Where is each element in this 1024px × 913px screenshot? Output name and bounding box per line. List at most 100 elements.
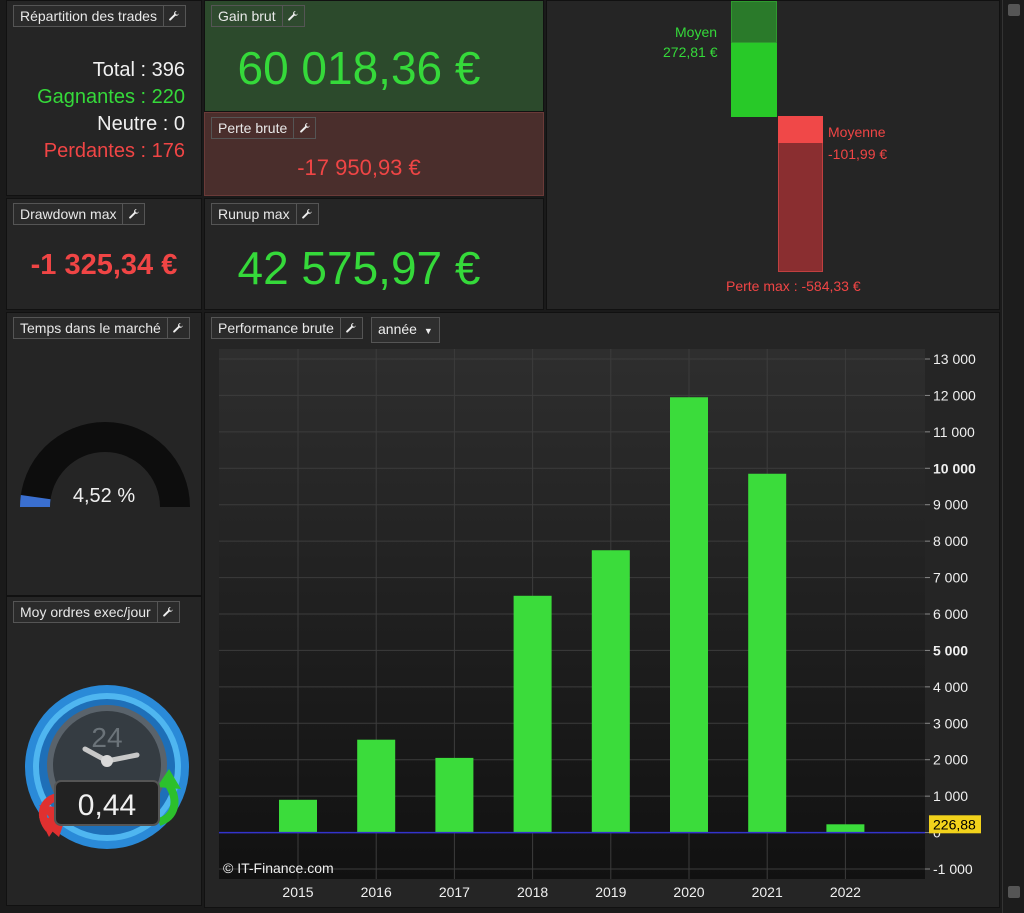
x-tick-label: 2016 <box>361 884 392 900</box>
moy-ordres-value: 0,44 <box>77 789 137 822</box>
scrollbar-thumb[interactable] <box>1008 4 1020 16</box>
temps-marche-title-bar: Temps dans le marché <box>13 317 190 339</box>
wrench-icon[interactable] <box>296 203 319 225</box>
temps-marche-value: 4,52 % <box>72 485 136 507</box>
y-tick-label: 5 000 <box>933 642 968 658</box>
avg-gain-bar-lower <box>731 43 777 117</box>
perte-max-label: Perte max : -584,33 € <box>726 278 861 294</box>
y-tick-label: 4 000 <box>933 679 968 695</box>
wrench-icon[interactable] <box>163 5 186 27</box>
runup-title-bar: Runup max <box>211 203 319 225</box>
x-tick-label: 2015 <box>282 884 313 900</box>
repartition-values: Total : 396 Gagnantes : 220 Neutre : 0 P… <box>37 57 185 165</box>
losing-count: Perdantes : 176 <box>43 140 185 162</box>
y-tick-label: 11 000 <box>933 424 975 440</box>
x-tick-label: 2020 <box>673 884 704 900</box>
y-tick-label: -1 000 <box>933 861 973 877</box>
drawdown-title: Drawdown max <box>13 203 124 225</box>
moyenne-label: Moyenne <box>828 124 886 140</box>
y-tick-label: 6 000 <box>933 606 968 622</box>
x-tick-label: 2021 <box>752 884 783 900</box>
y-tick-label: 8 000 <box>933 533 968 549</box>
wrench-icon[interactable] <box>123 203 146 225</box>
gain-brut-panel: Gain brut 60 018,36 € <box>204 0 544 112</box>
y-tick-label: 10 000 <box>933 460 976 476</box>
scrollbar-thumb-bottom[interactable] <box>1008 886 1020 898</box>
y-tick-label: 3 000 <box>933 715 968 731</box>
wrench-icon[interactable] <box>167 317 190 339</box>
market-time-gauge <box>20 422 190 507</box>
performance-panel: Performance brute année ▼ 2015 2016 2017 20… <box>204 312 1000 908</box>
bar-2016[interactable] <box>357 739 396 833</box>
y-tick-label: 2 000 <box>933 752 968 768</box>
wrench-icon[interactable] <box>294 117 317 139</box>
total-count: Total : 396 <box>92 59 185 81</box>
moyen-label: Moyen <box>675 24 718 40</box>
x-tick-label: 2018 <box>517 884 548 900</box>
last-value-marker: 226,88 <box>929 815 981 834</box>
bar-2019[interactable] <box>591 550 630 833</box>
moy-ordres-panel: Moy ordres exec/jour 24 0,44 <box>6 596 202 906</box>
vertical-scrollbar[interactable] <box>1002 0 1024 913</box>
gain-brut-title: Gain brut <box>211 5 283 27</box>
bar-2022[interactable] <box>826 824 865 833</box>
repartition-title-bar: Répartition des trades <box>13 5 186 27</box>
wrench-icon[interactable] <box>157 601 180 623</box>
temps-marche-panel: Temps dans le marché 4,52 % <box>6 312 202 596</box>
last-value-text: 226,88 <box>933 816 976 832</box>
last-value-badge <box>929 815 981 834</box>
avg-gain-bar <box>731 1 777 43</box>
x-axis-labels: 2015 2016 2017 2018 2019 2020 2021 2022 <box>282 884 861 900</box>
perte-brute-panel: Perte brute -17 950,93 € <box>204 112 544 196</box>
performance-title-bar: Performance brute <box>211 317 363 339</box>
x-tick-label: 2019 <box>595 884 626 900</box>
wrench-icon[interactable] <box>282 5 305 27</box>
clock-icon: 24 <box>25 685 189 849</box>
moy-ordres-title-bar: Moy ordres exec/jour <box>13 601 180 623</box>
repartition-title: Répartition des trades <box>13 5 164 27</box>
neutral-count: Neutre : 0 <box>97 113 185 135</box>
y-tick-label: 13 000 <box>933 351 976 367</box>
perte-brute-title-bar: Perte brute <box>211 117 317 139</box>
wrench-icon[interactable] <box>340 317 363 339</box>
bar-2015[interactable] <box>279 799 317 833</box>
perte-brute-title: Perte brute <box>211 117 295 139</box>
drawdown-panel: Drawdown max -1 325,34 € <box>6 198 202 310</box>
y-tick-label: 12 000 <box>933 387 976 403</box>
watermark: © IT-Finance.com <box>223 860 334 876</box>
runup-value: 42 575,97 € <box>237 242 481 294</box>
bar-2021[interactable] <box>748 473 787 833</box>
y-tick-label: 1 000 <box>933 788 968 804</box>
moy-ordres-title: Moy ordres exec/jour <box>13 601 158 623</box>
period-dropdown[interactable]: année ▼ <box>371 317 440 343</box>
winning-count: Gagnantes : 220 <box>37 86 185 108</box>
bar-2018[interactable] <box>513 595 552 833</box>
moyen-value: 272,81 € <box>663 44 718 60</box>
drawdown-title-bar: Drawdown max <box>13 203 146 225</box>
runup-title: Runup max <box>211 203 297 225</box>
gain-brut-title-bar: Gain brut <box>211 5 305 27</box>
runup-panel: Runup max 42 575,97 € <box>204 198 544 310</box>
performance-title: Performance brute <box>211 317 341 339</box>
avg-loss-bar-top <box>778 116 823 143</box>
x-tick-label: 2022 <box>830 884 861 900</box>
temps-marche-title: Temps dans le marché <box>13 317 168 339</box>
x-tick-label: 2017 <box>439 884 470 900</box>
gauge-fill <box>20 494 51 507</box>
chart-grid <box>219 349 930 879</box>
avg-loss-bar <box>778 143 823 272</box>
moyenne-value: -101,99 € <box>828 146 888 162</box>
bar-2020[interactable] <box>670 397 708 833</box>
gain-brut-value: 60 018,36 € <box>237 42 481 94</box>
bar-2017[interactable] <box>435 757 474 833</box>
y-tick-label: 9 000 <box>933 497 968 513</box>
perte-brute-value: -17 950,93 € <box>297 155 421 180</box>
chart-bars <box>279 397 865 833</box>
trade-stats-panel: Moyen 272,81 € Moyenne -101,99 € Perte m… <box>546 0 1000 310</box>
drawdown-value: -1 325,34 € <box>30 249 178 281</box>
chevron-down-icon: ▼ <box>423 326 433 336</box>
clock-number: 24 <box>91 722 122 753</box>
repartition-panel: Répartition des trades Total : 396 Gagna… <box>6 0 202 196</box>
